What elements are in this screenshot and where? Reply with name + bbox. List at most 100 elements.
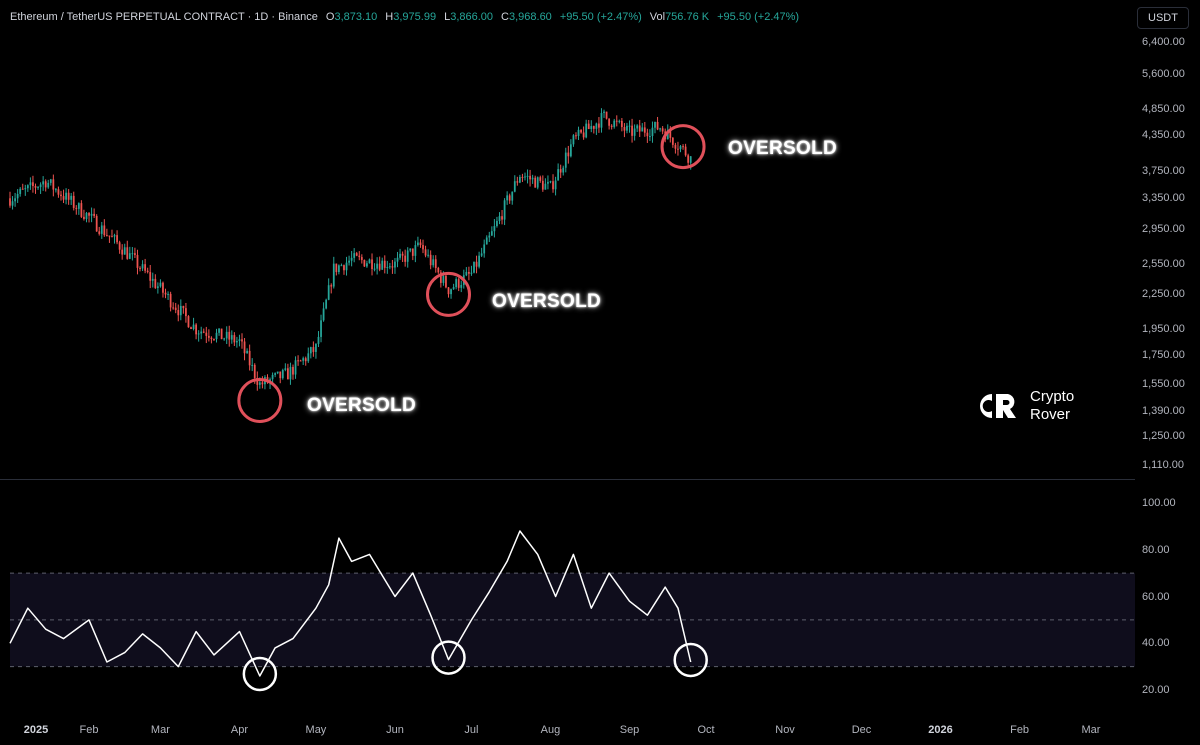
candle-body	[210, 337, 213, 339]
low-value: 3,866.00	[450, 11, 494, 23]
candle-body	[424, 249, 427, 256]
candle-body	[156, 286, 159, 288]
candle-body	[457, 279, 460, 288]
price-tick-label: 5,600.00	[1142, 68, 1185, 81]
candle-body	[144, 264, 147, 271]
candle-body	[577, 129, 580, 136]
candle-body	[360, 257, 363, 260]
price-tick-label: 1,390.00	[1142, 404, 1185, 417]
candle-body	[518, 176, 521, 183]
vol-label: Vol	[649, 11, 666, 23]
candle-body	[185, 308, 187, 317]
close-label: C	[501, 11, 509, 23]
candle-body	[493, 226, 496, 232]
candle-body	[450, 289, 452, 295]
candle-body	[626, 125, 628, 131]
candle-body	[330, 285, 333, 287]
candle-body	[34, 186, 37, 188]
candle-body	[164, 292, 167, 295]
time-tick-label: Mar	[150, 724, 170, 736]
oversold-label-1: OVERSOLD	[307, 395, 417, 416]
rsi-series	[9, 530, 692, 677]
candle-body	[582, 132, 585, 138]
oversold-label-3: OVERSOLD	[728, 138, 838, 159]
candle-body	[218, 328, 220, 333]
candle-body	[29, 182, 32, 186]
candle-body	[391, 266, 394, 268]
candle-body	[322, 308, 325, 321]
candle-body	[429, 254, 432, 266]
candle-body	[541, 180, 544, 190]
candle-body	[613, 120, 616, 127]
rsi-band	[10, 572, 1135, 668]
candle-body	[595, 123, 598, 129]
candle-body	[111, 236, 113, 238]
candle-body	[396, 257, 399, 262]
candle-body	[475, 261, 478, 267]
candle-body	[414, 245, 417, 256]
candle-body	[93, 213, 96, 216]
candle-body	[179, 305, 182, 316]
candle-body	[192, 324, 195, 330]
candle-body	[274, 373, 277, 375]
candle-body	[220, 328, 223, 340]
price-tick-label: 4,350.00	[1142, 129, 1185, 142]
candle-body	[575, 135, 577, 137]
candle-body	[615, 120, 618, 122]
candle-body	[162, 282, 164, 293]
candle-body	[60, 194, 62, 197]
time-tick-label: Jul	[464, 724, 479, 736]
candle-body	[72, 195, 75, 208]
candle-body	[108, 235, 111, 237]
candle-body	[603, 111, 605, 113]
candle-body	[631, 125, 633, 136]
candle-body	[633, 128, 636, 136]
candle-body	[317, 336, 320, 344]
candle-body	[549, 181, 552, 183]
candle-body	[590, 126, 593, 130]
candle-body	[307, 353, 310, 362]
candle-body	[666, 130, 669, 140]
crypto-rover-logo: Crypto Rover	[970, 388, 1074, 424]
candle-body	[485, 237, 488, 245]
time-tick-label: May	[305, 724, 327, 736]
price-tick-label: 2,950.00	[1142, 222, 1185, 235]
candle-body	[70, 195, 73, 200]
candle-body	[248, 350, 251, 366]
close-value: 3,968.60	[508, 11, 552, 23]
candle-body	[399, 253, 401, 258]
time-tick-label: Feb	[1010, 724, 1030, 736]
candle-body	[411, 248, 414, 256]
candle-body	[511, 191, 514, 201]
candle-body	[83, 216, 85, 219]
candle-body	[383, 260, 386, 268]
symbol-title: Ethereum / TetherUS PERPETUAL CONTRACT ·…	[10, 11, 318, 23]
candle-body	[80, 203, 83, 217]
candle-body	[437, 268, 440, 273]
candle-body	[9, 198, 11, 206]
candle-body	[363, 259, 366, 267]
candle-body	[281, 369, 284, 379]
candle-body	[641, 127, 644, 132]
candle-body	[348, 260, 350, 263]
candle-body	[480, 253, 483, 256]
price-tick-label: 1,750.00	[1142, 349, 1185, 362]
candle-body	[386, 267, 389, 269]
candles	[9, 108, 692, 391]
candle-body	[332, 263, 335, 287]
candle-body	[251, 364, 254, 366]
candle-body	[139, 267, 141, 269]
price-tick-label: 3,750.00	[1142, 165, 1185, 178]
price-tick-label: 1,110.00	[1142, 459, 1185, 471]
candle-body	[598, 123, 600, 128]
time-tick-label: 2026	[928, 724, 953, 736]
low-label: L	[444, 11, 451, 23]
candle-body	[215, 332, 218, 340]
candle-body	[343, 265, 345, 271]
price-rsi-chart[interactable]	[0, 0, 1135, 745]
candle-body	[394, 261, 396, 268]
candle-body	[536, 177, 539, 188]
currency-button[interactable]: USDT	[1137, 7, 1189, 29]
candle-body	[656, 121, 659, 130]
candle-body	[21, 188, 24, 190]
